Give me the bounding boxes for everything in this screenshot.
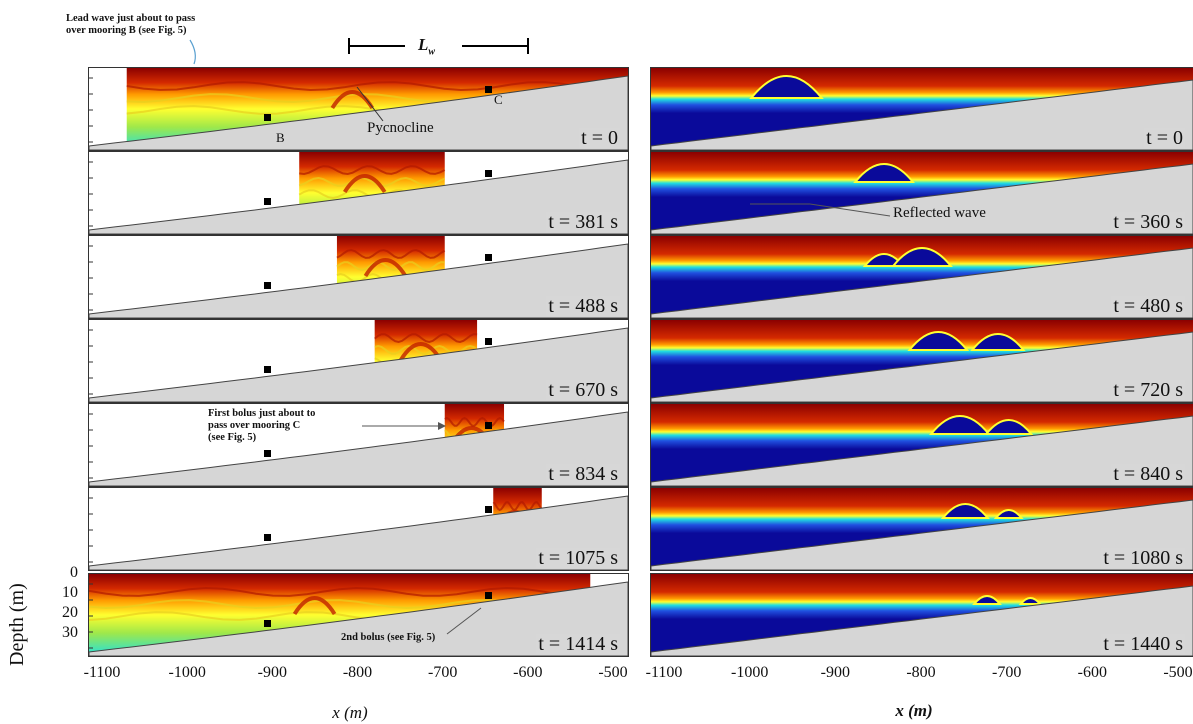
lw-symbol: L: [418, 35, 429, 54]
y-tick-label: 30: [62, 624, 78, 641]
model-field: [651, 320, 1193, 402]
time-label: t = 720 s: [1111, 379, 1185, 401]
lw-subscript: w: [428, 46, 436, 58]
mooring-b-marker: [263, 366, 271, 374]
left-panel: t = 0: [88, 67, 629, 151]
mooring-b-marker: [263, 620, 271, 628]
mooring-c-marker: [484, 253, 492, 261]
model-field: [651, 574, 1193, 656]
right-panel: t = 720 s: [650, 319, 1193, 403]
time-label: t = 1440 s: [1101, 633, 1185, 655]
mooring-b-label: B: [276, 130, 285, 145]
x-tick-label: -500: [598, 664, 628, 681]
model-field: [651, 236, 1193, 318]
second-bolus-arrow: [446, 607, 482, 635]
time-label: t = 1075 s: [536, 547, 620, 569]
x-tick-label: -1100: [645, 664, 683, 681]
mooring-b-marker: [263, 198, 271, 206]
time-label: t = 670 s: [546, 379, 620, 401]
mooring-c-label: C: [494, 92, 503, 107]
observed-field: [89, 488, 628, 570]
left-panel: t = 381 s: [88, 151, 629, 235]
lw-label: Lw: [418, 35, 435, 57]
time-label: t = 488 s: [546, 295, 620, 317]
x-tick-label: -800: [342, 664, 373, 681]
left-panel: t = 488 s: [88, 235, 629, 319]
left-panel: t = 834 s: [88, 403, 629, 487]
mooring-b-marker: [263, 534, 271, 542]
left-panel: t = 1075 s: [88, 487, 629, 571]
right-panel: t = 360 s: [650, 151, 1193, 235]
second-bolus-label: 2nd bolus (see Fig. 5): [341, 632, 436, 643]
reflected-wave-label: Reflected wave: [893, 205, 986, 221]
y-tick-label: 10: [62, 584, 78, 601]
first-bolus-line2: pass over mooring C: [208, 420, 301, 431]
model-field: [651, 152, 1193, 234]
first-bolus-line3: (see Fig. 5): [208, 432, 257, 443]
left-x-label: x (m): [332, 703, 368, 722]
first-bolus-arrow: [362, 422, 446, 430]
left-panel: t = 670 s: [88, 319, 629, 403]
mooring-b-marker: [263, 114, 271, 122]
model-field: [651, 404, 1193, 486]
observed-field: [89, 404, 628, 486]
mooring-b-marker: [263, 450, 271, 458]
mooring-c-marker: [484, 505, 492, 513]
right-panel: t = 0: [650, 67, 1193, 151]
x-tick-label: -500: [1163, 664, 1193, 681]
pycnocline-label: Pycnocline: [367, 120, 434, 136]
time-label: t = 360 s: [1111, 211, 1185, 233]
x-tick-label: -900: [257, 664, 287, 681]
reflected-wave-arrow: [750, 203, 891, 217]
y-tick-label: 0: [70, 564, 78, 581]
x-tick-label: -900: [820, 664, 850, 681]
time-label: t = 1080 s: [1101, 547, 1185, 569]
right-panel: t = 840 s: [650, 403, 1193, 487]
mooring-c-marker: [484, 591, 492, 599]
mooring-b-marker: [263, 282, 271, 290]
time-label: t = 834 s: [546, 463, 620, 485]
time-label: t = 0: [579, 127, 620, 149]
mooring-c-marker: [484, 337, 492, 345]
pycnocline-arrow: [356, 86, 384, 122]
time-label: t = 0: [1144, 127, 1185, 149]
left-panel: t = 1414 s: [88, 573, 629, 657]
observed-field: [89, 320, 628, 402]
model-field: [651, 68, 1193, 150]
observed-field: [89, 152, 628, 234]
lead-wave-line2: over mooring B (see Fig. 5): [66, 25, 187, 36]
time-label: t = 480 s: [1111, 295, 1185, 317]
mooring-c-marker: [484, 85, 492, 93]
mooring-c-marker: [484, 169, 492, 177]
first-bolus-annotation: First bolus just about to pass over moor…: [208, 408, 315, 444]
observed-field: [89, 68, 628, 150]
observed-field: [89, 236, 628, 318]
y-label: Depth (m): [6, 583, 28, 666]
x-tick-label: -1100: [83, 664, 121, 681]
time-label: t = 840 s: [1111, 463, 1185, 485]
x-tick-label: -800: [906, 664, 936, 681]
right-x-label: x (m): [895, 701, 933, 720]
x-tick-label: -1000: [730, 664, 769, 681]
right-panel: t = 480 s: [650, 235, 1193, 319]
mooring-c-marker: [484, 421, 492, 429]
first-bolus-line1: First bolus just about to: [208, 408, 316, 419]
lead-wave-line1: Lead wave just about to pass: [66, 13, 196, 24]
right-panel: t = 1440 s: [650, 573, 1193, 657]
x-tick-label: -700: [991, 664, 1022, 681]
time-label: t = 1414 s: [536, 633, 620, 655]
x-tick-label: -600: [1077, 664, 1107, 681]
lead-wave-arrow: [189, 39, 196, 65]
x-tick-label: -600: [513, 664, 543, 681]
x-tick-label: -1000: [168, 664, 206, 681]
observed-field: [89, 574, 628, 656]
lw-bracket: [348, 38, 529, 54]
time-label: t = 381 s: [546, 211, 620, 233]
x-tick-label: -700: [427, 664, 458, 681]
lead-wave-annotation: Lead wave just about to pass over moorin…: [66, 13, 195, 37]
right-panel: t = 1080 s: [650, 487, 1193, 571]
y-tick-label: 20: [62, 604, 78, 621]
